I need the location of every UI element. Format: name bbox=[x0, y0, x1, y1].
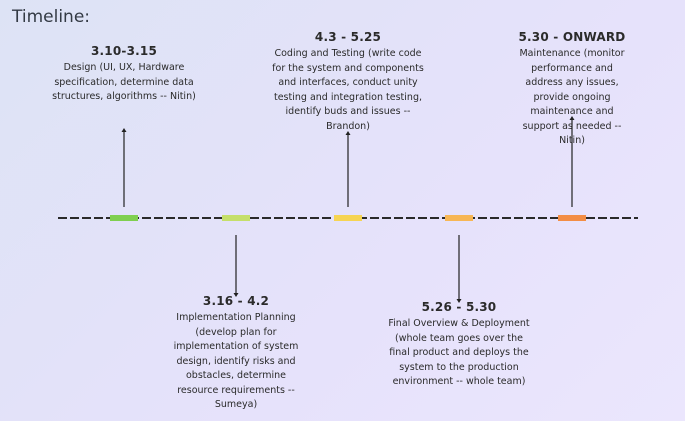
milestone-label-1: 3.10-3.15 Design (UI, UX, Hardware specif… bbox=[49, 44, 199, 105]
page-title: Timeline: bbox=[12, 7, 91, 27]
connector-arrowhead-1 bbox=[121, 128, 127, 132]
milestone-segment-4 bbox=[445, 215, 473, 221]
milestone-date: 3.10-3.15 bbox=[91, 44, 157, 58]
milestone-description: Final Overview & Deployment (whole team … bbox=[388, 318, 530, 387]
milestone-label-4: 5.26 - 5.30 Final Overview & Deployment (… bbox=[387, 300, 532, 390]
milestone-segment-2 bbox=[222, 215, 250, 221]
milestone-date: 4.3 - 5.25 bbox=[314, 30, 382, 44]
milestone-date: 5.30 - ONWARD bbox=[518, 30, 626, 44]
milestone-segment-3 bbox=[334, 215, 362, 221]
milestone-description: Maintenance (monitor performance and add… bbox=[519, 48, 625, 146]
milestone-description: Coding and Testing (write code for the s… bbox=[272, 48, 424, 132]
connector-arrowhead-4 bbox=[456, 299, 462, 303]
milestone-date: 5.26 - 5.30 bbox=[421, 300, 497, 314]
milestone-segment-1 bbox=[110, 215, 138, 221]
milestone-description: Implementation Planning (develop plan fo… bbox=[173, 312, 299, 410]
connector-arrowhead-3 bbox=[345, 131, 351, 135]
connector-arrowhead-2 bbox=[233, 293, 239, 297]
milestone-description: Design (UI, UX, Hardware specification, … bbox=[52, 62, 196, 102]
milestone-label-3: 4.3 - 5.25 Coding and Testing (write code… bbox=[268, 30, 428, 134]
milestone-segment-5 bbox=[558, 215, 586, 221]
milestone-label-5: 5.30 - ONWARD Maintenance (monitor perfor… bbox=[512, 30, 632, 149]
milestone-label-2: 3.16 - 4.2 Implementation Planning (devel… bbox=[166, 294, 306, 413]
milestone-date: 3.16 - 4.2 bbox=[202, 294, 270, 308]
connector-arrowhead-5 bbox=[569, 116, 575, 120]
